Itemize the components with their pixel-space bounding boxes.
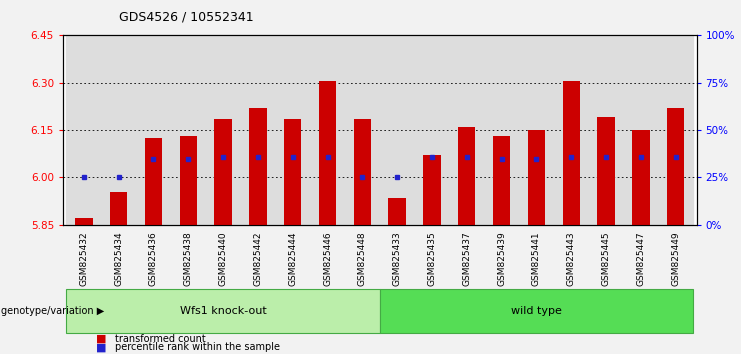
Bar (353, 119, 371, 225)
Bar (458, 127, 476, 225)
Bar (449, 35, 484, 225)
Bar (667, 108, 685, 225)
Text: percentile rank within the sample: percentile rank within the sample (115, 342, 280, 352)
Bar (484, 35, 519, 225)
Bar (171, 35, 206, 225)
Bar (658, 35, 693, 225)
Bar (493, 136, 511, 225)
Bar (276, 35, 310, 225)
Bar (284, 119, 302, 225)
Bar (623, 35, 658, 225)
Bar (214, 119, 232, 225)
Text: Wfs1 knock-out: Wfs1 knock-out (180, 306, 267, 316)
Bar (554, 35, 588, 225)
Bar (597, 118, 615, 225)
Text: GDS4526 / 10552341: GDS4526 / 10552341 (119, 11, 253, 24)
Bar (388, 198, 406, 225)
Bar (632, 130, 650, 225)
Bar (67, 35, 102, 225)
Bar (179, 136, 197, 225)
Bar (249, 108, 267, 225)
Text: genotype/variation ▶: genotype/variation ▶ (1, 306, 104, 316)
Text: wild type: wild type (511, 306, 562, 316)
Bar (562, 81, 580, 225)
Bar (588, 35, 623, 225)
Bar (319, 81, 336, 225)
Bar (144, 138, 162, 225)
Bar (528, 130, 545, 225)
Bar (241, 35, 276, 225)
Bar (345, 35, 379, 225)
Bar (110, 192, 127, 225)
Bar (102, 35, 136, 225)
Text: ■: ■ (96, 342, 107, 352)
Text: transformed count: transformed count (115, 334, 205, 344)
Bar (136, 35, 171, 225)
Bar (519, 35, 554, 225)
Bar (379, 35, 414, 225)
Bar (310, 35, 345, 225)
Text: ■: ■ (96, 334, 107, 344)
Bar (423, 155, 441, 225)
Bar (206, 35, 241, 225)
Bar (414, 35, 449, 225)
Bar (75, 217, 93, 225)
